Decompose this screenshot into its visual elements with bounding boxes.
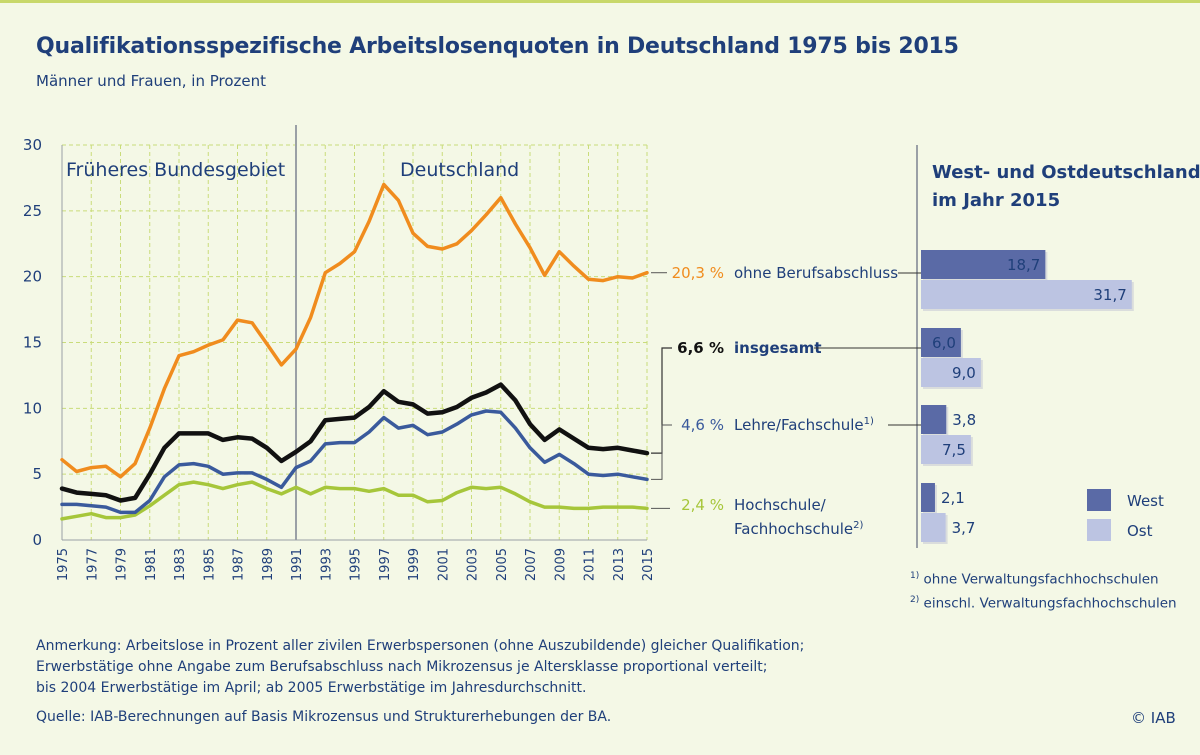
- chart-subtitle: Männer und Frauen, in Prozent: [36, 72, 267, 90]
- x-tick-label: 1983: [173, 548, 188, 581]
- x-tick-label: 2007: [524, 548, 539, 581]
- x-tick-label: 2005: [495, 548, 510, 581]
- bar-west: [921, 250, 1046, 279]
- bar-value-label: 7,5: [942, 441, 966, 459]
- legend-label-west: West: [1127, 492, 1164, 510]
- note-line: Erwerbstätige ohne Angabe zum Berufsabsc…: [36, 659, 768, 675]
- chart-note: Anmerkung: Arbeitslose in Prozent aller …: [36, 636, 804, 699]
- y-tick-label: 0: [32, 531, 42, 549]
- y-tick-label: 30: [23, 136, 42, 154]
- legend-label-ost: Ost: [1127, 522, 1153, 540]
- connector-lehre: [651, 424, 672, 480]
- y-tick-label: 15: [23, 334, 42, 352]
- connector-insgesamt: [651, 347, 672, 454]
- series-name-label-hochschule-line2: Fachhochschule2): [734, 520, 863, 538]
- x-tick-label: 2011: [583, 548, 598, 581]
- x-tick-label: 1997: [378, 548, 393, 581]
- footnote-2: 2) einschl. Verwaltungsfachhochschulen: [910, 595, 1177, 612]
- y-tick-label: 25: [23, 202, 42, 220]
- right-panel-title-line: im Jahr 2015: [932, 190, 1060, 211]
- bar-west: [921, 328, 961, 357]
- series-name-label-ohne: ohne Berufsabschluss: [734, 264, 898, 282]
- series-name-label-lehre: Lehre/Fachschule1): [734, 416, 874, 434]
- bar-ost: [921, 280, 1132, 309]
- series-line-hochschule: [60, 480, 649, 521]
- series-value-label-ohne: 20,3 %: [672, 264, 724, 282]
- x-tick-label: 1977: [85, 548, 100, 581]
- bar-value-label: 3,8: [952, 411, 976, 429]
- x-tick-label: 1991: [290, 548, 305, 581]
- series-line-insgesamt: [59, 382, 650, 503]
- series-value-label-lehre: 4,6 %: [681, 416, 724, 434]
- bar-value-label: 31,7: [1093, 286, 1126, 304]
- y-tick-label: 5: [32, 465, 42, 483]
- series-name-label-hochschule: Hochschule/: [734, 496, 827, 514]
- x-tick-label: 1989: [261, 548, 276, 581]
- x-tick-label: 2001: [436, 548, 451, 581]
- legend-swatch-west: [1087, 489, 1111, 511]
- copyright: © IAB: [1131, 709, 1176, 727]
- bar-ost: [921, 435, 971, 464]
- bar-value-label: 3,7: [952, 519, 976, 537]
- x-tick-label: 1995: [349, 548, 364, 581]
- x-tick-label: 1999: [407, 548, 422, 581]
- x-tick-label: 2009: [553, 548, 568, 581]
- x-tick-label: 1975: [56, 548, 71, 581]
- bar-value-label: 9,0: [952, 364, 976, 382]
- bar-value-label: 6,0: [932, 334, 956, 352]
- bar-ost: [921, 513, 946, 542]
- chart-title: Qualifikationsspezifische Arbeitslosenqu…: [36, 34, 959, 59]
- x-tick-label: 1985: [202, 548, 217, 581]
- x-tick-label: 1981: [144, 548, 159, 581]
- source-text: Quelle: IAB-Berechnungen auf Basis Mikro…: [36, 709, 612, 725]
- bar-west: [921, 483, 935, 512]
- bar-west: [921, 405, 947, 434]
- x-tick-label: 1993: [319, 548, 334, 581]
- y-tick-label: 10: [23, 399, 42, 417]
- bar-value-label: 2,1: [941, 489, 965, 507]
- top-accent-line: [0, 0, 1200, 3]
- legend-swatch-ost: [1087, 519, 1111, 541]
- x-tick-label: 1987: [232, 548, 247, 581]
- note-line: bis 2004 Erwerbstätige im April; ab 2005…: [36, 680, 587, 696]
- note-line: Anmerkung: Arbeitslose in Prozent aller …: [36, 638, 805, 654]
- series-name-label-insgesamt: insgesamt: [734, 339, 822, 357]
- right-panel-title-line: West- und Ostdeutschland: [932, 162, 1200, 183]
- bar-ost: [921, 358, 981, 387]
- footnote-1: 1) ohne Verwaltungsfachhochschulen: [910, 571, 1159, 588]
- series-line-ohne: [60, 182, 649, 479]
- x-tick-label: 1979: [115, 548, 130, 581]
- y-tick-label: 20: [23, 268, 42, 286]
- region-label-unified: Deutschland: [400, 159, 519, 181]
- x-tick-label: 2003: [466, 548, 481, 581]
- x-tick-label: 2013: [612, 548, 627, 581]
- series-value-label-hochschule: 2,4 %: [681, 496, 724, 514]
- x-tick-label: 2015: [641, 548, 656, 581]
- bar-value-label: 18,7: [1007, 256, 1040, 274]
- series-line-lehre: [60, 409, 649, 515]
- region-label-west: Früheres Bundesgebiet: [66, 159, 285, 181]
- series-value-label-insgesamt: 6,6 %: [677, 339, 724, 357]
